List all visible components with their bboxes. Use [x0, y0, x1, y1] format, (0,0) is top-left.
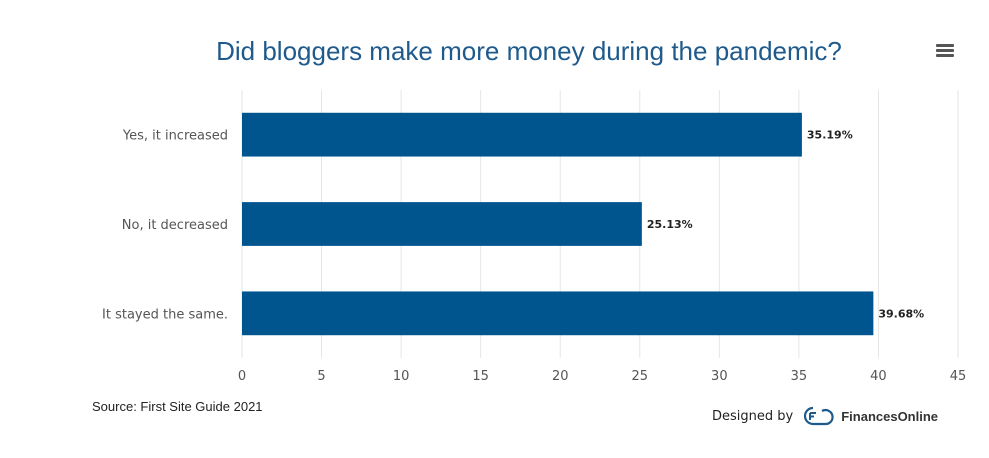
- category-label: No, it decreased: [122, 218, 228, 233]
- designed-by-label: Designed by: [712, 408, 794, 424]
- x-tick-label: 35: [791, 369, 808, 384]
- menu-line: [936, 54, 954, 57]
- x-tick-label: 0: [238, 369, 246, 384]
- category-label: It stayed the same.: [102, 307, 228, 322]
- chart-title: Did bloggers make more money during the …: [216, 36, 842, 66]
- x-tick-label: 45: [950, 369, 967, 384]
- menu-line: [936, 49, 954, 52]
- x-tick-label: 25: [632, 369, 649, 384]
- financesonline-logo-icon: [804, 406, 834, 426]
- x-tick-label: 20: [552, 369, 569, 384]
- menu-line: [936, 44, 954, 47]
- bar: [242, 291, 874, 336]
- data-label: 39.68%: [878, 307, 924, 320]
- bar: [242, 112, 802, 157]
- hamburger-menu-icon[interactable]: [934, 42, 956, 62]
- x-tick-label: 40: [870, 369, 887, 384]
- brand-name: FinancesOnline: [841, 408, 939, 424]
- x-tick-label: 5: [317, 369, 325, 384]
- category-labels: Yes, it increased No, it decreased It stay…: [102, 129, 228, 323]
- data-label: 35.19%: [807, 129, 853, 142]
- bar: [242, 202, 642, 246]
- bars: [242, 112, 874, 336]
- data-labels: 35.19% 25.13% 39.68%: [647, 129, 924, 321]
- x-tick-label: 15: [472, 369, 489, 384]
- x-tick-label: 30: [711, 369, 728, 384]
- category-label: Yes, it increased: [122, 129, 228, 144]
- data-label: 25.13%: [647, 218, 693, 231]
- source-note: Source: First Site Guide 2021: [92, 399, 263, 414]
- x-tick-label: 10: [393, 369, 410, 384]
- x-axis-ticks: 0 5 10 15 20 25 30 35 40 45: [238, 369, 966, 384]
- designed-by-credit[interactable]: Designed by FinancesOnline: [712, 404, 938, 428]
